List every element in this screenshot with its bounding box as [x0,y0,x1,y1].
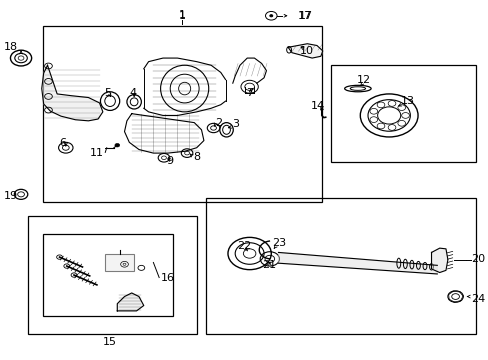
Text: 23: 23 [272,238,286,248]
Polygon shape [287,44,322,58]
Text: 7: 7 [245,88,253,98]
Text: 20: 20 [470,254,484,264]
Polygon shape [278,252,436,274]
Polygon shape [430,248,447,273]
Text: 17: 17 [299,11,313,21]
Bar [206,198,475,334]
Text: 16: 16 [160,273,174,283]
Text: 2: 2 [214,118,222,128]
Text: 22: 22 [236,241,250,251]
Text: 24: 24 [470,294,484,304]
Circle shape [269,15,272,17]
Bar [28,216,196,334]
Text: 1: 1 [179,10,185,20]
Text: 6: 6 [60,138,66,148]
Polygon shape [41,65,102,121]
Text: 4: 4 [129,88,137,98]
Circle shape [115,143,120,147]
Text: 13: 13 [400,96,414,106]
Text: 1: 1 [179,11,185,21]
Text: 5: 5 [104,88,111,98]
Text: 10: 10 [299,46,313,56]
Text: 11: 11 [90,148,104,158]
Text: 3: 3 [231,119,238,129]
Circle shape [320,108,323,111]
Bar [331,65,475,162]
Text: 14: 14 [310,101,325,111]
Text: 8: 8 [193,152,200,162]
Polygon shape [117,293,143,311]
Text: 12: 12 [356,75,370,85]
Text: 15: 15 [103,337,117,347]
Bar [42,234,172,316]
Bar [42,26,321,202]
Bar [105,254,134,271]
Text: 19: 19 [3,191,18,201]
Text: 9: 9 [166,156,173,166]
Text: 21: 21 [261,260,275,270]
Text: 17: 17 [297,11,311,21]
Text: 18: 18 [3,42,18,52]
